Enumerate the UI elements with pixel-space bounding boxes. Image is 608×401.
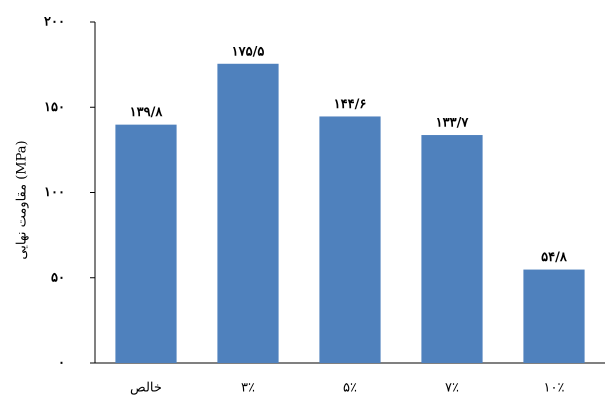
- y-tick-label: ۵۰: [51, 270, 65, 285]
- value-label: ۱۳۳/۷: [436, 116, 470, 131]
- bar: [217, 63, 279, 364]
- bar: [523, 269, 585, 363]
- bar: [319, 116, 381, 363]
- y-tick-label: ۱۵۰: [44, 100, 65, 115]
- x-tick-label: ۵٪: [343, 381, 357, 396]
- bar: [115, 124, 177, 364]
- y-axis-label: مقاومت نهایی (MPa): [15, 140, 30, 259]
- bar: [421, 135, 483, 363]
- y-tick-label: ۰: [58, 356, 65, 371]
- value-label: ۱۷۵/۵: [232, 44, 265, 59]
- value-label: ۱۳۹/۸: [130, 105, 164, 120]
- x-tick-label: ۳٪: [241, 381, 255, 396]
- x-tick-label: خالص: [130, 381, 162, 396]
- x-tick-label: ۱۰٪: [544, 381, 565, 396]
- value-label: ۱۴۴/۶: [334, 97, 367, 112]
- value-label: ۵۴/۸: [541, 250, 568, 265]
- x-tick-label: ۷٪: [445, 381, 459, 396]
- y-tick-label: ۲۰۰: [44, 15, 65, 30]
- y-tick-label: ۱۰۰: [44, 185, 65, 200]
